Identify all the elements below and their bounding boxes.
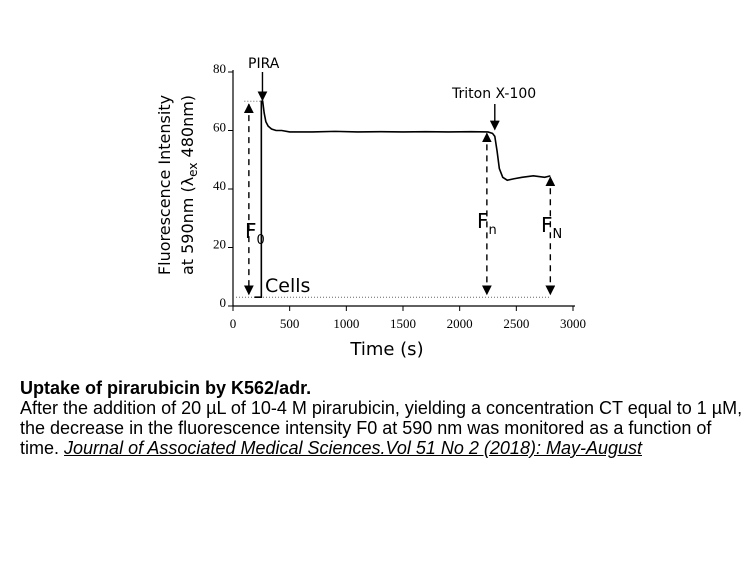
annotation-main: F (541, 213, 553, 237)
caption-text: After the addition of 20 µL of 10-4 M pi… (20, 398, 743, 458)
annotation-main: F (245, 219, 257, 243)
annotation: Triton X-100 (451, 86, 536, 102)
x-tick-label: 500 (280, 316, 300, 331)
x-tick-label: 1000 (333, 316, 359, 331)
annotation-sub: n (489, 223, 497, 238)
y-tick-label: 60 (213, 120, 226, 135)
annotation: Fn (477, 209, 497, 238)
caption-link[interactable]: Journal of Associated Medical Sciences.V… (64, 438, 642, 458)
x-tick-label: 0 (230, 316, 237, 331)
y-label-part: 480nm) (178, 95, 197, 163)
annotation-sub: N (553, 227, 563, 242)
y-tick-label: 40 (213, 178, 226, 193)
y-tick-label: 20 (213, 237, 226, 252)
y-tick-label: 0 (220, 295, 227, 310)
x-tick-label: 2000 (447, 316, 473, 331)
annotation: Cells (265, 275, 310, 297)
x-tick-label: 3000 (560, 316, 586, 331)
data-line (254, 100, 551, 299)
caption-title: Uptake of pirarubicin by K562/adr. (20, 378, 312, 398)
x-tick-label: 2500 (503, 316, 529, 331)
annotation: PIRA (248, 56, 280, 72)
chart: 0 20 40 60 80 0 500 1000 1500 2000 2500 3000 Time (s… (155, 56, 586, 360)
annotation-main: F (477, 209, 489, 233)
annotation-sub: 0 (257, 233, 265, 248)
annotation: F0 (245, 219, 265, 248)
y-axis-label: Fluorescence Intensity (155, 95, 174, 275)
y-label-part: at 590nm (λ (178, 177, 197, 275)
y-axis-label: at 590nm (λex 480nm) (178, 95, 200, 275)
x-tick-label: 1500 (390, 316, 416, 331)
y-label-sub: ex (186, 163, 200, 177)
caption: Uptake of pirarubicin by K562/adr. After… (20, 378, 745, 458)
y-tick-label: 80 (213, 61, 226, 76)
annotation: FN (541, 213, 562, 242)
x-axis-label: Time (s) (349, 339, 423, 360)
